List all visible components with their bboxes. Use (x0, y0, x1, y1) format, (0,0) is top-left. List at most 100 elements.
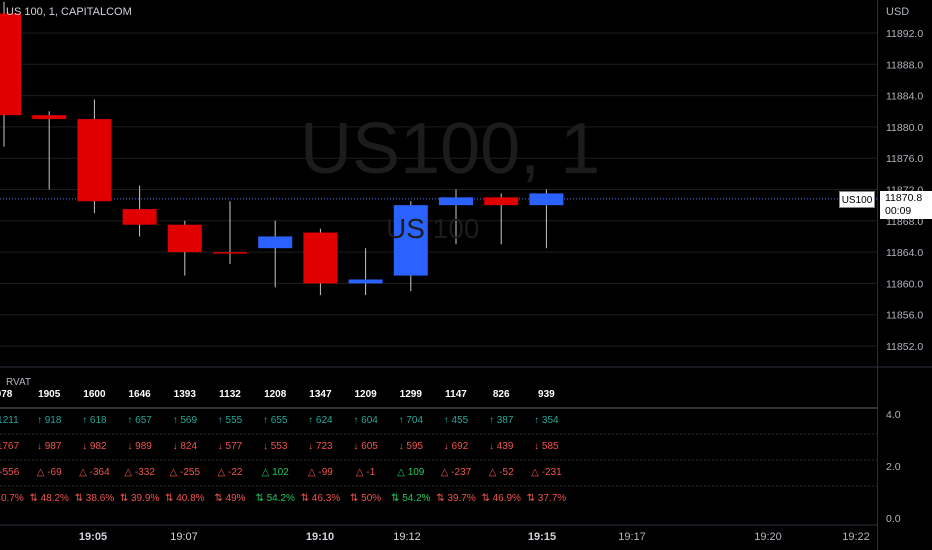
candle-body-down (122, 209, 157, 225)
rvat-volume-cell: 1393 (174, 389, 197, 400)
indicator-axis-label: 4.0 (886, 409, 901, 421)
indicator-name[interactable]: RVAT (6, 377, 32, 388)
rvat-ratio-cell: ⇅ 54.2% (255, 493, 295, 504)
rvat-volume-cell: 1299 (400, 389, 423, 400)
candle-body-down (303, 232, 338, 284)
rvat-delta-cell: △ -1 (356, 467, 376, 478)
currency-label: USD (886, 6, 910, 18)
price-axis-label: 11864.0 (886, 247, 923, 259)
time-axis-label: 19:15 (528, 531, 556, 543)
rvat-down-cell: ↓ 439 (489, 441, 514, 452)
rvat-up-cell: ↑ 1211 (0, 415, 19, 426)
rvat-ratio-cell: ⇅ 39.7% (436, 493, 476, 504)
rvat-down-cell: ↓ 824 (173, 441, 198, 452)
rvat-ratio-cell: ⇅ 40.8% (165, 493, 205, 504)
price-axis-label: 11876.0 (886, 153, 923, 165)
candle-body-down (0, 13, 21, 116)
candle-body-down (213, 252, 247, 254)
price-axis-label: 11852.0 (886, 341, 923, 353)
rvat-delta-cell: △ -255 (170, 467, 201, 478)
rvat-down-cell: ↓ 553 (263, 441, 288, 452)
rvat-down-cell: ↓ 723 (308, 441, 333, 452)
rvat-up-cell: ↑ 624 (308, 415, 333, 426)
rvat-ratio-cell: ⇅ 54.2% (391, 493, 431, 504)
rvat-down-cell: ↓ 605 (353, 441, 378, 452)
chart-title[interactable]: US 100, 1, CAPITALCOM (6, 6, 132, 18)
rvat-ratio-cell: ⇅ 46.9% (481, 493, 521, 504)
candle-body-up (439, 197, 473, 206)
time-axis-label: 19:07 (170, 531, 198, 543)
rvat-down-cell: ↓ 987 (37, 441, 62, 452)
rvat-ratio-cell: ⇅ 39.9% (120, 493, 160, 504)
indicator-axis-label: 2.0 (886, 461, 901, 473)
time-axis-label: 19:10 (306, 531, 334, 543)
candle-body-down (167, 224, 202, 253)
rvat-volume-cell: 1905 (38, 389, 61, 400)
indicator-axis-label: 0.0 (886, 513, 901, 525)
rvat-volume-cell: 978 (0, 389, 13, 400)
rvat-volume-cell: 1208 (264, 389, 287, 400)
price-axis-label: 11860.0 (886, 278, 923, 290)
rvat-down-cell: ↓ 595 (399, 441, 424, 452)
rvat-up-cell: ↑ 918 (37, 415, 62, 426)
rvat-down-cell: ↓ 585 (534, 441, 559, 452)
current-price-tag: 11870.8 00:09 (880, 191, 932, 219)
rvat-up-cell: ↑ 569 (173, 415, 198, 426)
rvat-delta-cell: △ -364 (79, 467, 110, 478)
rvat-up-cell: ↑ 655 (263, 415, 288, 426)
candle-body-down (484, 197, 519, 206)
price-axis-label: 11884.0 (886, 91, 923, 103)
candle-body-up (258, 236, 293, 249)
time-axis-label: 19:22 (842, 531, 870, 543)
rvat-delta-cell: △ -332 (124, 467, 155, 478)
price-axis-label: 11880.0 (886, 122, 923, 134)
candle-body-up (348, 279, 383, 284)
time-axis-label: 19:20 (754, 531, 782, 543)
symbol-watermark: US100, 1 (300, 109, 601, 189)
symbol-price-tag: US100 (839, 191, 875, 208)
rvat-volume-cell: 939 (538, 389, 555, 400)
candle-body-down (32, 115, 67, 120)
bar-countdown: 00:09 (885, 205, 912, 217)
rvat-down-cell: ↓ 577 (218, 441, 243, 452)
candle-body-down (77, 119, 112, 202)
rvat-volume-cell: 1132 (219, 389, 241, 400)
rvat-down-cell: ↓ 989 (127, 441, 152, 452)
candle-body-up (529, 193, 564, 206)
price-axis-label: 11892.0 (886, 28, 923, 40)
rvat-delta-cell: △ -99 (308, 467, 333, 478)
rvat-ratio-cell: ⇅ 46.3% (301, 493, 341, 504)
rvat-delta-cell: △ -69 (37, 467, 62, 478)
rvat-delta-cell: △ 102 (262, 467, 290, 478)
rvat-delta-cell: △ -52 (489, 467, 514, 478)
time-axis-label: 19:12 (393, 531, 421, 543)
rvat-delta-cell: △ 109 (397, 467, 425, 478)
rvat-up-cell: ↑ 657 (127, 415, 152, 426)
time-axis-label: 19:17 (618, 531, 646, 543)
rvat-volume-cell: 826 (493, 389, 510, 400)
rvat-ratio-cell: ⇅ 38.6% (75, 493, 115, 504)
time-axis-label: 19:05 (79, 531, 107, 543)
rvat-up-cell: ↑ 354 (534, 415, 559, 426)
rvat-up-cell: ↑ 704 (399, 415, 424, 426)
rvat-volume-cell: 1147 (445, 389, 467, 400)
rvat-up-cell: ↑ 555 (218, 415, 243, 426)
rvat-up-cell: ↑ 387 (489, 415, 514, 426)
rvat-down-cell: ↓ 692 (444, 441, 469, 452)
price-axis-label: 11856.0 (886, 310, 923, 322)
rvat-volume-cell: 1209 (354, 389, 377, 400)
rvat-delta-cell: △ -231 (531, 467, 562, 478)
rvat-volume-cell: 1600 (83, 389, 106, 400)
rvat-ratio-cell: ⇅ 37.7% (527, 493, 567, 504)
rvat-up-cell: ↑ 604 (353, 415, 378, 426)
rvat-delta-cell: △ -22 (218, 467, 243, 478)
rvat-up-cell: ↑ 455 (444, 415, 469, 426)
rvat-volume-cell: 1646 (128, 389, 151, 400)
rvat-delta-cell: △ -556 (0, 467, 20, 478)
price-axis-separator (877, 0, 878, 550)
rvat-ratio-cell: ⇅ 48.2% (29, 493, 69, 504)
rvat-volume-cell: 1347 (309, 389, 332, 400)
rvat-down-cell: ↓ 982 (82, 441, 107, 452)
candle-body-up (393, 205, 428, 276)
